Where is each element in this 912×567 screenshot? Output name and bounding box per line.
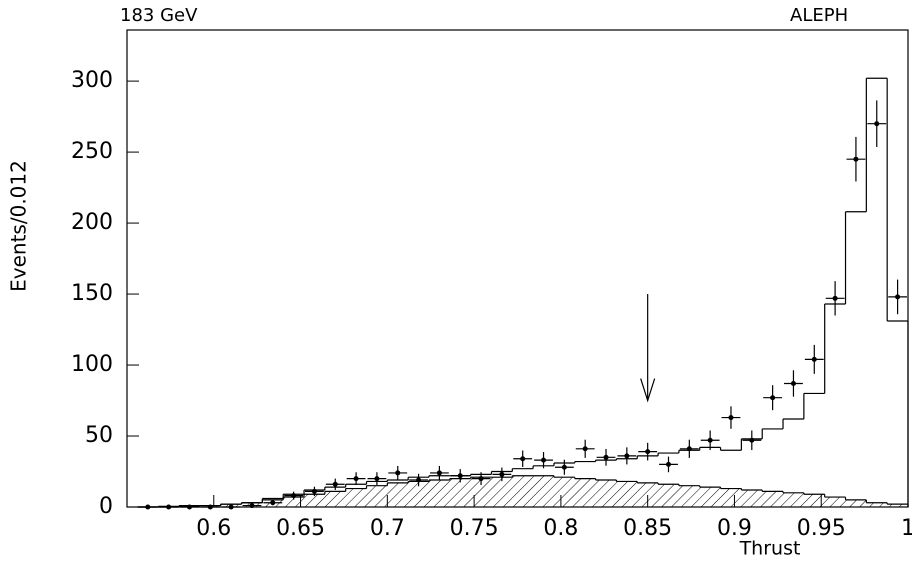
background-bar bbox=[887, 504, 908, 507]
background-bar bbox=[658, 484, 679, 507]
background-bar bbox=[866, 502, 888, 507]
data-point bbox=[853, 156, 859, 162]
background-bar bbox=[595, 480, 617, 507]
background-bar bbox=[428, 480, 450, 507]
data-point bbox=[207, 504, 213, 510]
y-tick-label: 200 bbox=[71, 210, 113, 235]
background-bar bbox=[762, 491, 784, 507]
background-bar bbox=[283, 497, 305, 507]
data-point bbox=[457, 473, 463, 479]
background-bar bbox=[616, 481, 638, 507]
y-tick-label: 300 bbox=[71, 68, 113, 93]
background-bar bbox=[491, 477, 513, 507]
background-bar bbox=[449, 478, 471, 507]
chart-subtitle: 183 GeV bbox=[120, 5, 198, 26]
y-tick-label: 150 bbox=[71, 281, 113, 306]
data-point bbox=[291, 493, 297, 499]
background-bar bbox=[678, 485, 700, 507]
background-bar bbox=[803, 494, 825, 507]
data-point bbox=[582, 446, 588, 452]
data-point bbox=[249, 503, 255, 509]
x-tick-label: 0.8 bbox=[543, 516, 578, 541]
data-point bbox=[749, 437, 755, 443]
background-bar bbox=[408, 481, 429, 507]
chart-title: ALEPH bbox=[790, 5, 848, 26]
x-tick-label: 0.6 bbox=[196, 516, 231, 541]
data-point bbox=[436, 470, 442, 476]
background-bar bbox=[783, 492, 804, 507]
background-bar bbox=[720, 488, 742, 507]
data-point bbox=[624, 453, 630, 459]
x-tick-label: 0.75 bbox=[450, 516, 499, 541]
data-point bbox=[895, 294, 901, 300]
data-point bbox=[520, 456, 526, 462]
data-point bbox=[874, 121, 880, 127]
data-point bbox=[478, 476, 484, 482]
data-point bbox=[645, 449, 651, 455]
data-point bbox=[499, 471, 505, 477]
x-tick-label: 0.7 bbox=[370, 516, 405, 541]
x-tick-label: 0.95 bbox=[797, 516, 846, 541]
background-bar bbox=[512, 475, 534, 507]
data-point bbox=[728, 415, 734, 421]
data-point bbox=[186, 504, 192, 510]
data-point bbox=[790, 380, 796, 386]
x-tick-label: 0.9 bbox=[717, 516, 752, 541]
x-tick-label: 1 bbox=[901, 516, 912, 541]
background-bar bbox=[533, 475, 554, 507]
data-point bbox=[686, 446, 692, 452]
data-point bbox=[228, 504, 234, 510]
data-point bbox=[603, 454, 609, 460]
y-tick-label: 50 bbox=[85, 423, 113, 448]
background-bar bbox=[366, 485, 388, 507]
background-bar bbox=[845, 499, 867, 507]
data-point bbox=[145, 504, 151, 510]
data-point bbox=[374, 476, 380, 482]
data-point bbox=[166, 504, 172, 510]
data-point bbox=[332, 481, 338, 487]
data-point bbox=[416, 477, 422, 483]
x-axis-label: Thrust bbox=[739, 538, 801, 560]
y-tick-label: 0 bbox=[99, 494, 113, 519]
cut-arrow-head bbox=[640, 378, 656, 403]
data-point bbox=[707, 437, 713, 443]
data-point bbox=[832, 295, 838, 301]
background-bar bbox=[699, 487, 721, 507]
data-point bbox=[541, 457, 547, 463]
background-bar bbox=[470, 477, 492, 507]
y-tick-label: 100 bbox=[71, 352, 113, 377]
data-point bbox=[665, 461, 671, 467]
x-tick-label: 0.85 bbox=[623, 516, 672, 541]
data-point bbox=[561, 464, 567, 470]
data-point bbox=[395, 470, 401, 476]
x-tick-label: 0.65 bbox=[276, 516, 325, 541]
background-bar bbox=[387, 482, 409, 507]
y-tick-label: 250 bbox=[71, 139, 113, 164]
background-bar bbox=[304, 494, 325, 507]
plot-frame bbox=[126, 29, 909, 508]
background-bar bbox=[637, 482, 659, 507]
background-bar bbox=[553, 477, 575, 507]
data-point bbox=[811, 356, 817, 362]
background-bar bbox=[741, 489, 763, 507]
y-axis-label: Events/0.012 bbox=[7, 160, 31, 292]
background-bar bbox=[324, 491, 346, 507]
background-bar bbox=[345, 488, 367, 507]
data-point bbox=[311, 488, 317, 494]
background-bar bbox=[824, 497, 846, 507]
mc-step-connector bbox=[157, 78, 909, 507]
data-point bbox=[770, 395, 776, 401]
background-bar bbox=[574, 478, 596, 507]
data-point bbox=[270, 500, 276, 506]
data-point bbox=[353, 476, 359, 482]
